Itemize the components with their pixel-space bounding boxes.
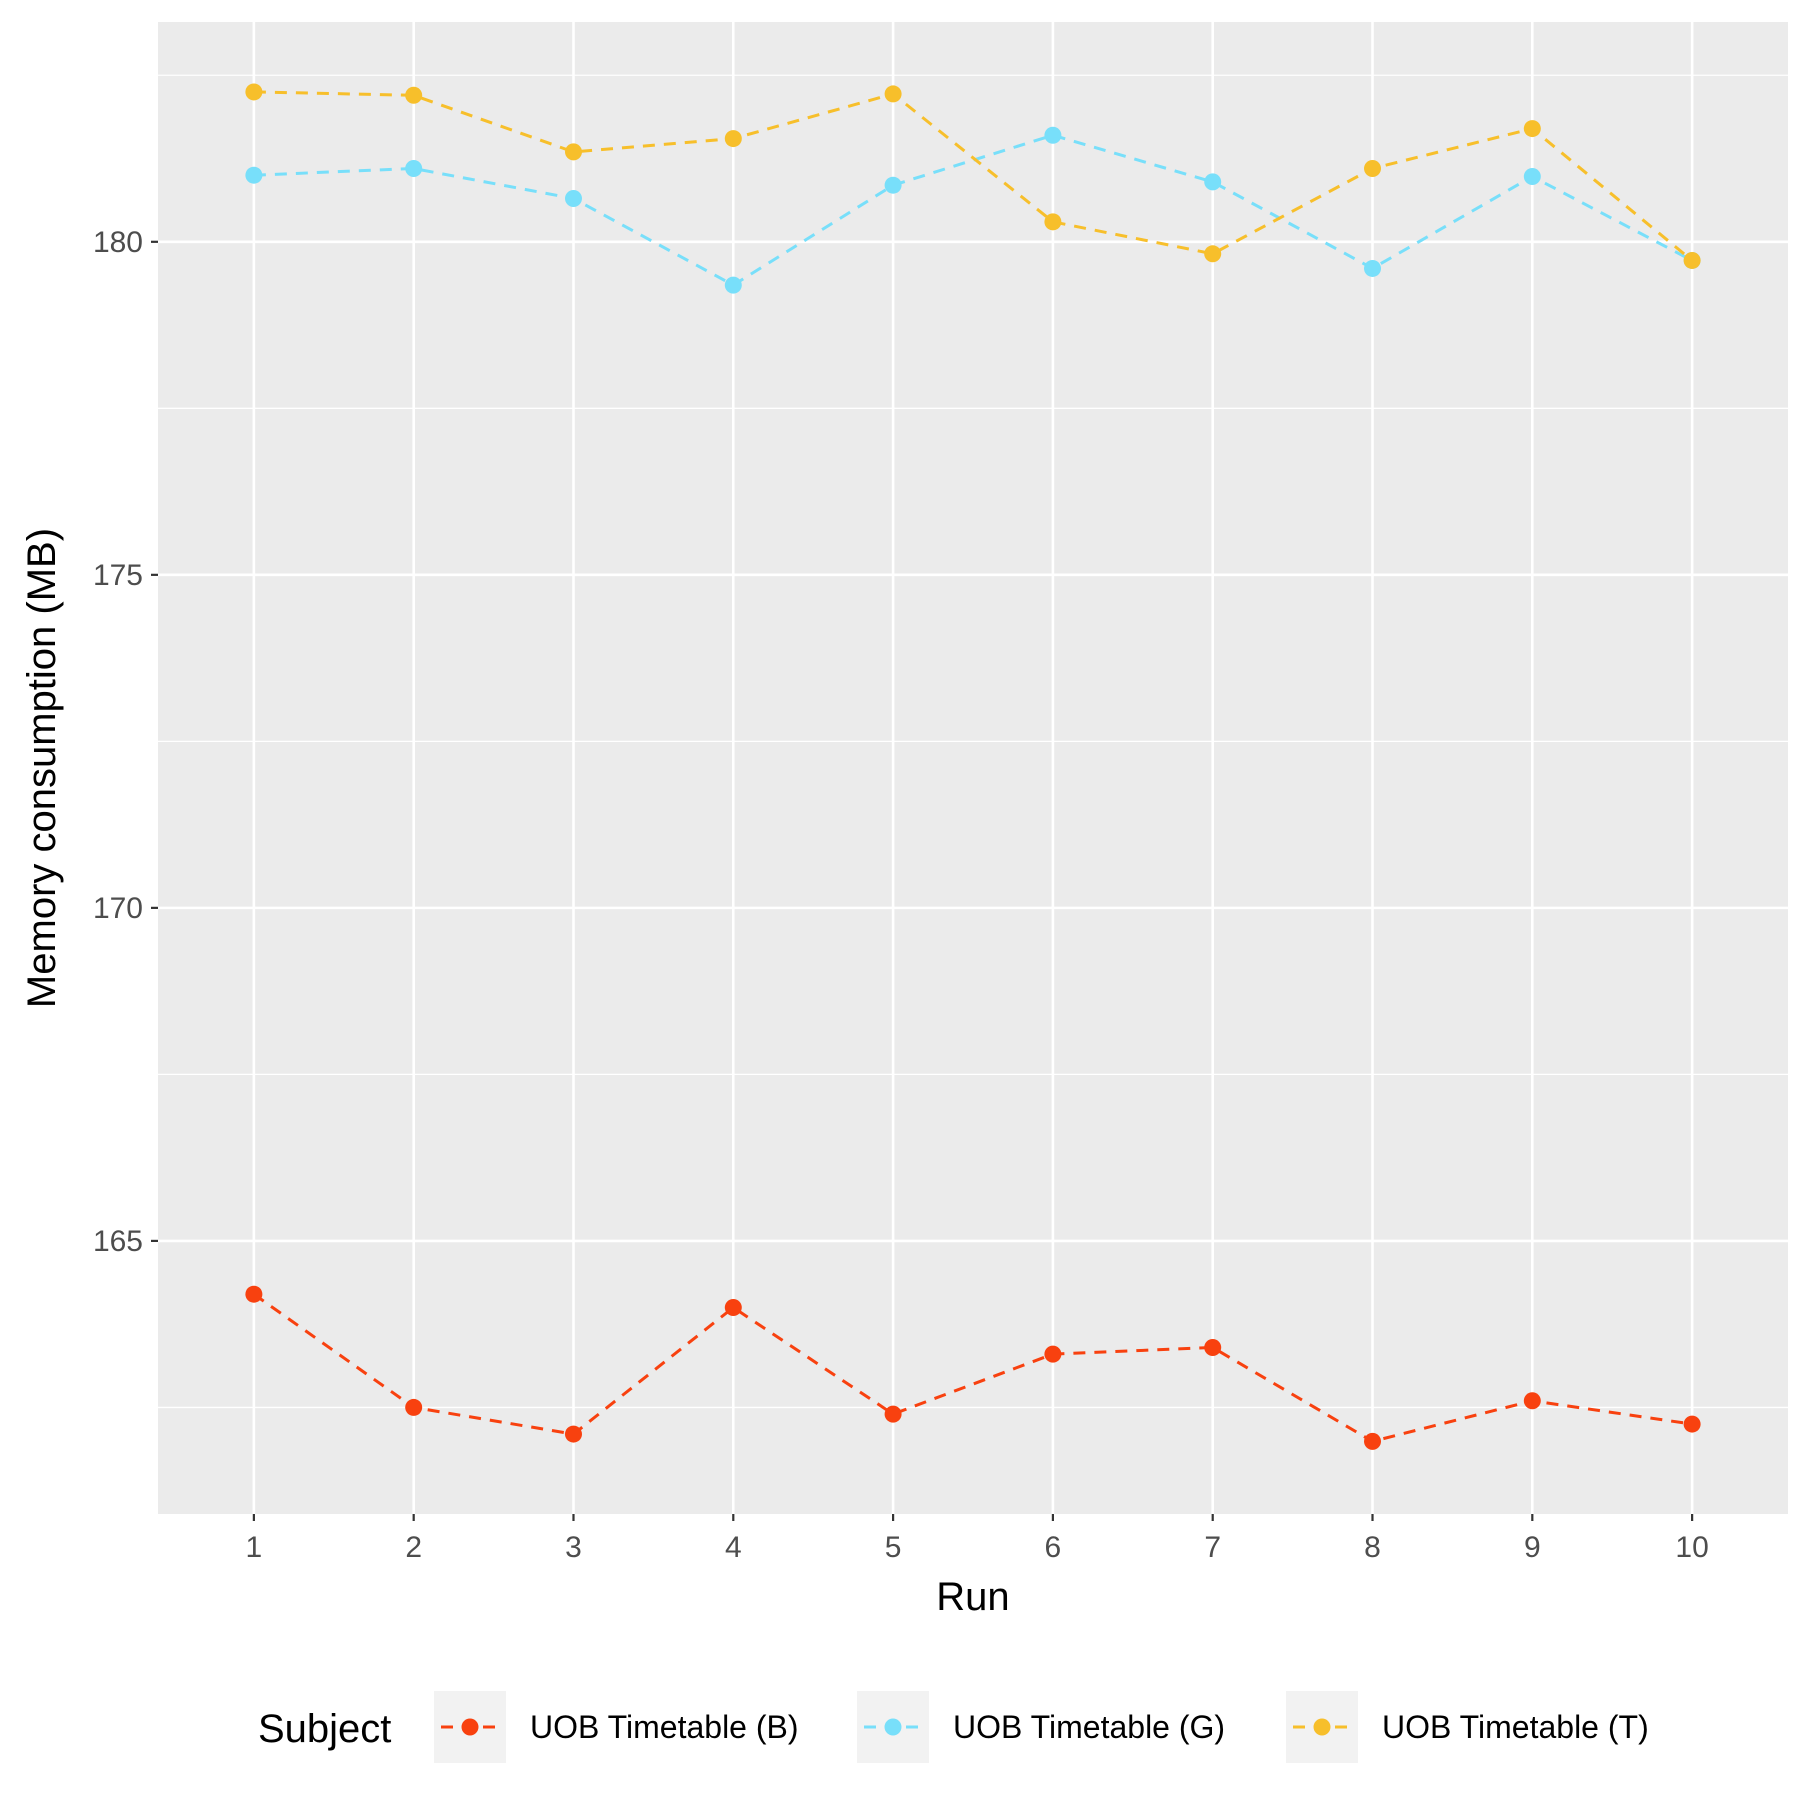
- x-tick-label: 8: [1364, 1531, 1381, 1564]
- series-2: [245, 126, 1701, 294]
- legend-item: UOB Timetable (T): [1286, 1691, 1649, 1763]
- x-tick-label: 1: [246, 1531, 263, 1564]
- y-tick-label: 165: [93, 1225, 143, 1258]
- x-tick-label: 10: [1675, 1531, 1708, 1564]
- data-point: [1044, 213, 1062, 231]
- legend-key-point: [1313, 1718, 1331, 1736]
- series-layer: [245, 83, 1701, 1450]
- legend-label: UOB Timetable (T): [1382, 1709, 1649, 1745]
- plot-panel: [158, 22, 1788, 1514]
- data-point: [1523, 1392, 1541, 1410]
- data-point: [1044, 1345, 1062, 1363]
- data-point: [564, 190, 582, 208]
- data-point: [564, 143, 582, 161]
- data-point: [245, 166, 263, 184]
- data-point: [1683, 251, 1701, 269]
- major-gridlines: [158, 22, 1788, 1514]
- x-tick-label: 4: [725, 1531, 742, 1564]
- legend: Subject UOB Timetable (B) UOB Timetable (…: [258, 1691, 1649, 1763]
- data-point: [1364, 259, 1382, 277]
- legend-key-point: [884, 1718, 902, 1736]
- x-tick-label: 2: [405, 1531, 422, 1564]
- data-point: [1364, 160, 1382, 178]
- y-axis-title: Memory consumption (MB): [20, 528, 64, 1008]
- data-point: [724, 1299, 742, 1317]
- x-axis-title: Run: [936, 1575, 1009, 1619]
- data-point: [1044, 126, 1062, 144]
- data-point: [884, 176, 902, 194]
- legend-key-point: [461, 1718, 479, 1736]
- data-point: [1364, 1432, 1382, 1450]
- x-tick-label: 5: [885, 1531, 902, 1564]
- legend-title: Subject: [258, 1707, 391, 1751]
- data-point: [405, 1398, 423, 1416]
- data-point: [724, 130, 742, 148]
- data-point: [405, 86, 423, 104]
- data-point: [1204, 1338, 1222, 1356]
- x-tick-label: 9: [1524, 1531, 1541, 1564]
- minor-gridlines: [158, 74, 1788, 1409]
- x-axis: 1 2 3 4 5 6 7 8 9 10: [246, 1514, 1709, 1564]
- data-point: [1204, 245, 1222, 263]
- data-point: [245, 1285, 263, 1303]
- data-point: [884, 1405, 902, 1423]
- legend-item: UOB Timetable (B): [434, 1691, 799, 1763]
- y-tick-label: 180: [93, 226, 143, 259]
- x-tick-label: 3: [565, 1531, 582, 1564]
- legend-label: UOB Timetable (B): [530, 1709, 799, 1745]
- data-point: [724, 276, 742, 294]
- series-1: [245, 1285, 1701, 1450]
- data-point: [884, 85, 902, 103]
- data-point: [1683, 1415, 1701, 1433]
- series-line: [253, 90, 1694, 262]
- series-3: [245, 83, 1701, 269]
- data-point: [405, 160, 423, 178]
- x-tick-label: 6: [1045, 1531, 1062, 1564]
- y-tick-label: 175: [93, 559, 143, 592]
- data-point: [564, 1425, 582, 1443]
- legend-label: UOB Timetable (G): [953, 1709, 1225, 1745]
- y-tick-label: 170: [93, 892, 143, 925]
- series-line: [253, 1292, 1693, 1444]
- data-point: [1523, 168, 1541, 186]
- y-axis: 165 170 175 180: [93, 226, 158, 1258]
- data-point: [245, 83, 263, 101]
- data-point: [1523, 120, 1541, 138]
- data-point: [1204, 173, 1222, 191]
- legend-item: UOB Timetable (G): [857, 1691, 1225, 1763]
- series-line: [253, 133, 1693, 287]
- x-tick-label: 7: [1204, 1531, 1221, 1564]
